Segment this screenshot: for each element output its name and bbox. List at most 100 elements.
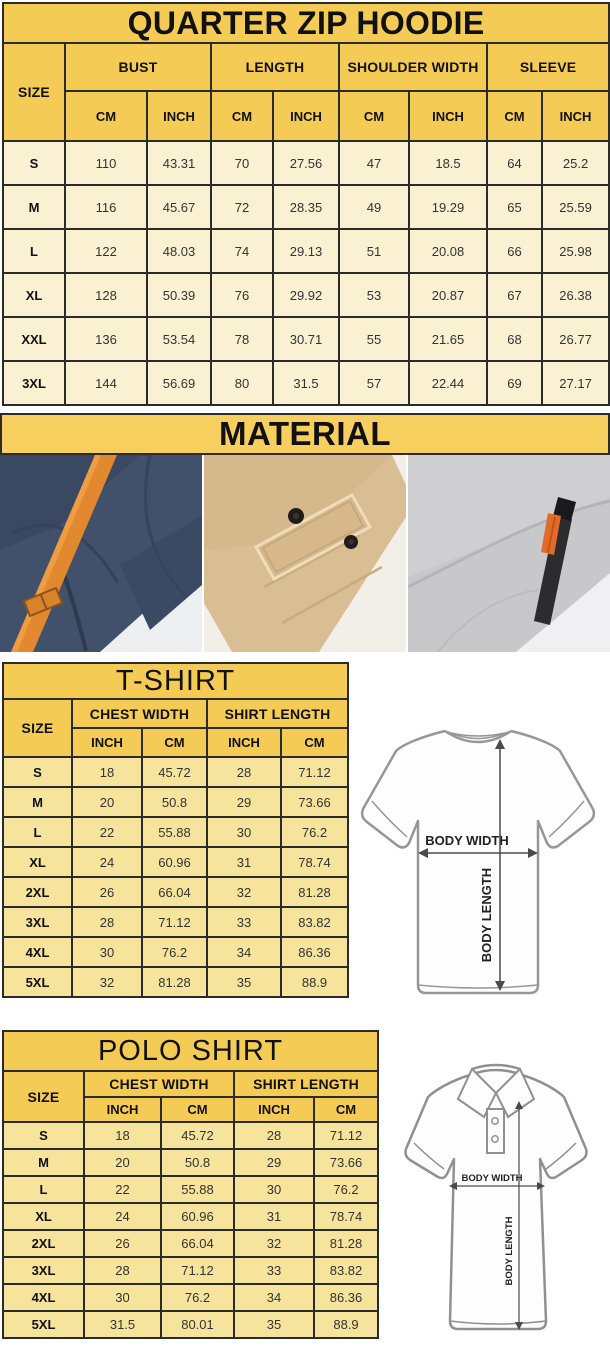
table-row: M 20 50.8 29 73.66: [2, 1148, 380, 1177]
size-label: XXL: [2, 316, 66, 362]
measurement-cell: 66: [486, 228, 543, 274]
unit-header: CM: [280, 727, 349, 758]
chest-width-column-header: CHEST WIDTH: [83, 1070, 235, 1098]
measurement-cell: 45.72: [160, 1121, 235, 1150]
measurement-cell: 53: [338, 272, 410, 318]
shoulder-width-column-header: SHOULDER WIDTH: [338, 42, 488, 92]
size-label: M: [2, 184, 66, 230]
table-row: 3XL 28 71.12 33 83.82: [2, 1256, 380, 1285]
table-row: 4XL 30 76.2 34 86.36: [2, 1283, 380, 1312]
measurement-cell: 20.87: [408, 272, 488, 318]
measurement-cell: 81.28: [141, 966, 208, 998]
measurement-cell: 20: [71, 786, 143, 818]
table-row: 3XL 28 71.12 33 83.82: [2, 906, 349, 938]
measurement-cell: 47: [338, 140, 410, 186]
measurement-cell: 78.74: [312, 1202, 380, 1231]
table-row: 2XL 26 66.04 32 81.28: [2, 876, 349, 908]
measurement-cell: 55.88: [160, 1175, 235, 1204]
size-label: M: [2, 1148, 85, 1177]
table-row: M 116 45.67 72 28.35 49 19.29 65 25.59: [2, 184, 610, 230]
unit-header: CM: [486, 90, 543, 142]
measurement-cell: 76.2: [141, 936, 208, 968]
size-label: S: [2, 1121, 85, 1150]
size-label: XL: [2, 846, 73, 878]
measurement-cell: 18: [71, 756, 143, 788]
measurement-cell: 24: [83, 1202, 162, 1231]
polo-outline: [404, 1073, 588, 1331]
measurement-cell: 128: [64, 272, 148, 318]
unit-header: INCH: [146, 90, 212, 142]
material-photo-navy-strap: [0, 455, 202, 652]
measurement-cell: 86.36: [312, 1283, 380, 1312]
measurement-cell: 81.28: [280, 876, 349, 908]
measurement-cell: 50.8: [160, 1148, 235, 1177]
measurement-cell: 68: [486, 316, 543, 362]
measurement-cell: 60.96: [141, 846, 208, 878]
measurement-cell: 31: [206, 846, 282, 878]
shirt-length-column-header: SHIRT LENGTH: [232, 1070, 380, 1098]
measurement-cell: 53.54: [146, 316, 212, 362]
polo-diagram: BODY WIDTH BODY LENGTH: [404, 1063, 588, 1331]
measurement-cell: 72: [210, 184, 274, 230]
size-label: M: [2, 786, 73, 818]
measurement-cell: 80.01: [160, 1310, 235, 1339]
table-row: 2XL 26 66.04 32 81.28: [2, 1229, 380, 1258]
size-label: XL: [2, 272, 66, 318]
table-row: L 22 55.88 30 76.2: [2, 1175, 380, 1204]
measurement-cell: 22: [71, 816, 143, 848]
measurement-cell: 55: [338, 316, 410, 362]
measurement-cell: 18: [83, 1121, 162, 1150]
measurement-cell: 70: [210, 140, 274, 186]
material-photo-gray-zipper: [408, 455, 610, 652]
table-row: M 20 50.8 29 73.66: [2, 786, 349, 818]
measurement-cell: 66.04: [160, 1229, 235, 1258]
table-row: XXL 136 53.54 78 30.71 55 21.65 68 26.77: [2, 316, 610, 362]
hoodie-table-title: QUARTER ZIP HOODIE: [1, 2, 610, 44]
measurement-cell: 30: [71, 936, 143, 968]
measurement-cell: 88.9: [312, 1310, 380, 1339]
measurement-cell: 110: [64, 140, 148, 186]
measurement-cell: 33: [206, 906, 282, 938]
measurement-cell: 31: [233, 1202, 315, 1231]
measurement-cell: 50.8: [141, 786, 208, 818]
length-column-header: LENGTH: [210, 42, 340, 92]
measurement-cell: 29: [206, 786, 282, 818]
measurement-cell: 19.29: [408, 184, 488, 230]
size-label: XL: [2, 1202, 85, 1231]
size-label: 4XL: [2, 936, 73, 968]
size-label: S: [2, 140, 66, 186]
material-heading: MATERIAL: [0, 413, 610, 455]
measurement-cell: 24: [71, 846, 143, 878]
measurement-cell: 26: [83, 1229, 162, 1258]
measurement-cell: 74: [210, 228, 274, 274]
measurement-cell: 31.5: [272, 360, 340, 406]
measurement-cell: 30.71: [272, 316, 340, 362]
material-photo-khaki-pocket: [204, 455, 406, 652]
body-width-label: BODY WIDTH: [425, 833, 509, 848]
measurement-cell: 25.98: [540, 228, 610, 274]
unit-header: CM: [210, 90, 274, 142]
table-row: S 18 45.72 28 71.12: [2, 1121, 380, 1150]
measurement-cell: 73.66: [280, 786, 349, 818]
measurement-cell: 28: [233, 1121, 315, 1150]
measurement-cell: 20.08: [408, 228, 488, 274]
measurement-cell: 21.65: [408, 316, 488, 362]
unit-header: CM: [338, 90, 410, 142]
measurement-cell: 30: [83, 1283, 162, 1312]
unit-header: INCH: [233, 1096, 315, 1123]
size-label: 2XL: [2, 876, 73, 908]
measurement-cell: 26.77: [540, 316, 610, 362]
material-photos-row: [0, 455, 610, 652]
measurement-cell: 76: [210, 272, 274, 318]
unit-header: INCH: [272, 90, 340, 142]
measurement-cell: 32: [206, 876, 282, 908]
measurement-cell: 45.67: [146, 184, 212, 230]
measurement-cell: 27.17: [540, 360, 610, 406]
size-label: S: [2, 756, 73, 788]
measurement-cell: 78.74: [280, 846, 349, 878]
measurement-cell: 34: [206, 936, 282, 968]
size-column-header: SIZE: [2, 698, 73, 758]
measurement-cell: 64: [486, 140, 543, 186]
size-label: 5XL: [2, 1310, 85, 1339]
